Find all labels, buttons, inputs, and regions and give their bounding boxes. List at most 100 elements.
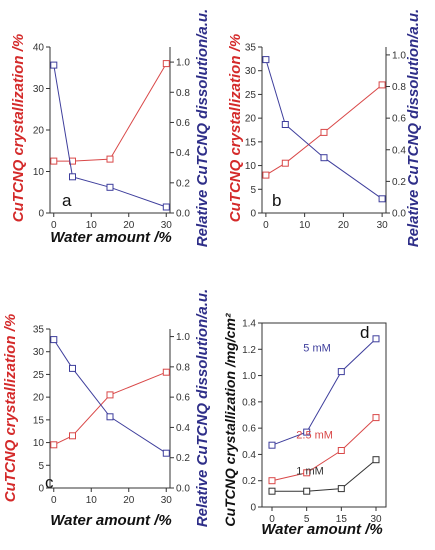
y-tick-label-right-b-4: 0.8 bbox=[392, 82, 406, 93]
y-tick-label-right-a-3: 0.6 bbox=[176, 118, 190, 129]
series-c-left-point-2 bbox=[106, 391, 114, 399]
series-c-right-point-3 bbox=[162, 449, 170, 457]
y-tick-label-left-a-3: 30 bbox=[33, 84, 45, 95]
y-axis-label-left-b: CuTCNQ crystallization /% bbox=[227, 34, 244, 222]
y-tick-label-left-a-1: 10 bbox=[33, 167, 45, 178]
series-a-left-point-3 bbox=[162, 60, 170, 68]
x-tick-label-c-3: 30 bbox=[161, 495, 173, 506]
x-tick-label-d-3: 30 bbox=[370, 514, 382, 525]
y-axis-label-left-a: CuTCNQ crystallization /% bbox=[10, 34, 27, 222]
panel-label-b: b bbox=[272, 191, 281, 210]
y-tick-label-left-c-2: 10 bbox=[33, 438, 45, 449]
y-tick-label-left-c-4: 20 bbox=[33, 393, 45, 404]
x-tick-label-a-1: 10 bbox=[86, 220, 98, 231]
x-tick-label-b-2: 20 bbox=[338, 220, 350, 231]
y-tick-label-left-a-2: 20 bbox=[33, 126, 45, 137]
y-tick-label-left-b-4: 20 bbox=[245, 114, 257, 125]
series-a-right-point-1 bbox=[69, 173, 76, 181]
x-axis-label-c: Water amount /% bbox=[50, 512, 171, 529]
series-c-left-point-0 bbox=[50, 441, 58, 449]
x-axis-label-a: Water amount /% bbox=[50, 229, 171, 246]
y-tick-label-right-c-2: 0.4 bbox=[176, 423, 190, 434]
y-tick-label-right-b-5: 1.0 bbox=[392, 50, 406, 61]
series-d-25mM-point-3 bbox=[372, 414, 380, 422]
x-tick-label-a-3: 30 bbox=[161, 220, 173, 231]
y-tick-label-left-b-7: 35 bbox=[245, 43, 257, 54]
y-axis-label-right-a: Relative CuTCNQ dissolution/a.u. bbox=[194, 9, 211, 247]
series-d-1mM-line bbox=[272, 459, 377, 492]
y-tick-label-left-a-4: 40 bbox=[33, 43, 45, 54]
x-tick-label-c-1: 10 bbox=[86, 495, 98, 506]
series-b-right-point-1 bbox=[281, 121, 289, 128]
y-tick-label-d-1: 0.2 bbox=[242, 476, 256, 487]
x-tick-label-a-2: 20 bbox=[123, 220, 135, 231]
y-tick-label-d-6: 1.2 bbox=[242, 345, 256, 356]
series-c-left-point-3 bbox=[162, 368, 170, 376]
series-d-1mM-point-2 bbox=[337, 485, 345, 493]
series-d-1mM-point-1 bbox=[303, 487, 311, 495]
y-tick-label-right-c-1: 0.2 bbox=[176, 453, 190, 464]
series-d-25mM-point-0 bbox=[268, 477, 276, 485]
y-tick-label-right-a-2: 0.4 bbox=[176, 148, 190, 159]
y-tick-label-left-b-6: 30 bbox=[245, 66, 257, 77]
x-tick-label-d-1: 5 bbox=[304, 514, 310, 525]
x-tick-label-a-0: 0 bbox=[51, 220, 57, 231]
series-d-5mM-point-0 bbox=[268, 441, 276, 449]
y-axis-label-left-c: CuTCNQ crystallization /% bbox=[2, 314, 19, 502]
series-d-25mM-point-1 bbox=[303, 469, 311, 477]
series-c-right-point-1 bbox=[69, 364, 76, 372]
panel-d: d CuTCNQ crystallization /mg/cm² Water a… bbox=[222, 313, 387, 538]
x-tick-label-d-2: 15 bbox=[336, 514, 348, 525]
y-tick-label-right-c-5: 1.0 bbox=[176, 332, 190, 343]
y-tick-label-right-b-1: 0.2 bbox=[392, 177, 406, 188]
y-tick-label-left-a-0: 0 bbox=[38, 209, 44, 220]
series-b-left-point-0 bbox=[262, 171, 270, 179]
y-tick-label-left-b-2: 10 bbox=[245, 161, 257, 172]
y-tick-label-d-7: 1.4 bbox=[242, 319, 256, 330]
y-tick-label-left-c-5: 25 bbox=[33, 370, 45, 381]
series-b-right-line bbox=[265, 59, 383, 200]
series-d-5mM-point-3 bbox=[372, 335, 380, 343]
series-c-right-line bbox=[53, 339, 167, 454]
y-tick-label-d-2: 0.4 bbox=[242, 450, 256, 461]
series-a-right-point-0 bbox=[50, 61, 58, 69]
x-tick-label-b-3: 30 bbox=[377, 220, 389, 231]
series-d-25mM-point-2 bbox=[337, 447, 345, 454]
y-tick-label-right-a-1: 0.2 bbox=[176, 178, 190, 189]
series-d-5mM-point-1 bbox=[303, 428, 311, 436]
series-c-right-point-0 bbox=[50, 336, 58, 344]
x-tick-label-b-0: 0 bbox=[263, 220, 269, 231]
y-tick-label-right-a-4: 0.8 bbox=[176, 88, 190, 99]
y-tick-label-left-c-6: 30 bbox=[33, 347, 45, 358]
panel-label-a: a bbox=[62, 191, 72, 210]
panel-b: b CuTCNQ crystallization /% Relative CuT… bbox=[227, 9, 422, 247]
series-a-right-line bbox=[53, 65, 167, 208]
series-b-right-point-0 bbox=[262, 56, 270, 64]
series-a-left-point-2 bbox=[106, 155, 114, 163]
series-c-left-line bbox=[53, 371, 167, 446]
y-tick-label-left-c-1: 5 bbox=[38, 461, 44, 472]
y-tick-label-right-a-0: 0.0 bbox=[176, 209, 190, 220]
y-tick-label-d-5: 1.0 bbox=[242, 371, 256, 382]
x-tick-label-c-2: 20 bbox=[123, 495, 135, 506]
y-tick-label-left-b-0: 0 bbox=[250, 209, 256, 220]
plot-frame-d bbox=[261, 322, 387, 508]
x-tick-label-c-0: 0 bbox=[51, 495, 57, 506]
series-d-1mM-point-3 bbox=[372, 456, 380, 464]
series-c-left-point-1 bbox=[69, 432, 76, 440]
series-label-d-2: 1 mM bbox=[296, 466, 324, 478]
series-a-left-line bbox=[53, 63, 167, 162]
y-tick-label-d-4: 0.8 bbox=[242, 397, 256, 408]
series-b-left-point-3 bbox=[378, 81, 386, 89]
panel-c: c CuTCNQ crystallization /% Relative CuT… bbox=[2, 289, 211, 529]
x-axis-label-d: Water amount /% bbox=[261, 521, 382, 538]
y-tick-label-left-c-7: 35 bbox=[33, 325, 45, 336]
y-axis-label-right-c: Relative CuTCNQ dissolution/a.u. bbox=[194, 289, 211, 527]
series-b-left-line bbox=[265, 84, 383, 176]
series-b-left-point-1 bbox=[281, 159, 289, 167]
series-d-5mM-line bbox=[271, 338, 377, 446]
y-tick-label-right-c-3: 0.6 bbox=[176, 393, 190, 404]
series-a-right-point-3 bbox=[162, 203, 170, 211]
x-tick-label-b-1: 10 bbox=[299, 220, 311, 231]
